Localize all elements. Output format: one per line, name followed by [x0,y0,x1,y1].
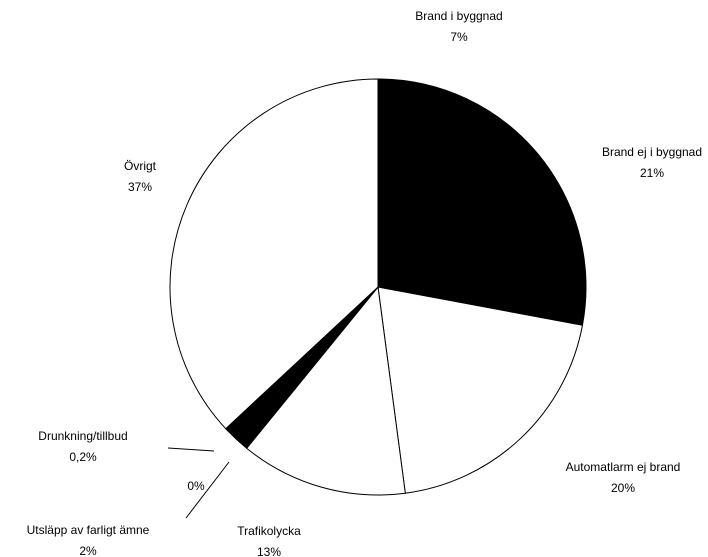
leader-line [185,461,230,519]
slice-label: Övrigt [124,159,157,173]
value-label: 0% [187,479,205,493]
value-label: 13% [257,545,281,557]
value-label: 21% [640,166,664,180]
slice-label: Drunkning/tillbud [38,429,127,443]
leader-line [167,447,215,452]
value-label: 0,2% [69,450,97,464]
pie-slice [245,285,406,496]
value-label: 7% [450,30,468,44]
slice-label: Trafikolycka [237,524,301,538]
slice-label: Automatlarm ej brand [566,460,681,474]
pie-slice [377,286,584,494]
slice-label: Brand i byggnad [415,9,502,23]
value-label: 2% [79,544,97,557]
slice-label: Utsläpp av farligt ämne [27,523,150,537]
slice-label: Brand ej i byggnad [602,145,702,159]
value-label: 20% [611,481,635,495]
value-label: 37% [128,180,152,194]
pie-slice [169,78,379,430]
pie-slice [377,98,587,326]
